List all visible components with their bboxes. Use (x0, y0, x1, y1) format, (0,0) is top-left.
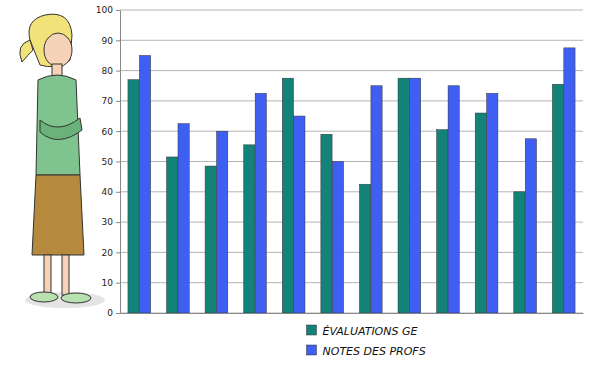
figure-face (44, 33, 72, 67)
grid-line (120, 10, 583, 11)
y-tick-mark (116, 222, 120, 223)
y-tick-mark (116, 192, 120, 193)
chart: 0 10 20 30 40 50 60 70 80 90 100 ÉVALUATIONS GE NOTE… (0, 0, 600, 371)
bar (359, 184, 370, 313)
bar (139, 55, 150, 313)
figure-shoe (30, 292, 58, 302)
series (128, 78, 564, 313)
bar (128, 80, 139, 313)
legend-item: ÉVALUATIONS GE (307, 325, 418, 338)
y-axis: 0 10 20 30 40 50 60 70 80 90 100 (96, 5, 121, 318)
figure-leg (62, 255, 69, 295)
y-tick-label: 60 (102, 127, 114, 137)
bar (178, 124, 189, 313)
bar (255, 93, 266, 313)
legend-swatch (307, 325, 317, 335)
bar (552, 84, 563, 313)
y-tick: 100 (96, 5, 120, 15)
bars (128, 48, 575, 313)
y-tick-label: 90 (102, 36, 114, 46)
figure-ponytail (20, 40, 33, 62)
plot: 0 10 20 30 40 50 60 70 80 90 100 (96, 5, 584, 318)
bar (217, 131, 228, 313)
legend: ÉVALUATIONS GE NOTES DES PROFS (307, 325, 426, 358)
y-tick-mark (116, 40, 120, 41)
y-tick-mark (116, 283, 120, 284)
bar (371, 86, 382, 313)
bar (244, 145, 255, 313)
figure-arms (40, 118, 82, 140)
y-tick-label: 50 (102, 157, 114, 167)
grid-line (120, 40, 583, 41)
figure-skirt (32, 175, 84, 255)
y-tick-mark (116, 162, 120, 163)
bar (398, 78, 409, 313)
grid-line (120, 70, 583, 71)
bar (514, 192, 525, 313)
y-tick-label: 100 (96, 5, 113, 15)
y-tick-label: 20 (102, 248, 114, 258)
y-tick: 60 (102, 127, 120, 137)
y-tick-mark (116, 313, 120, 314)
bar (205, 166, 216, 313)
y-tick: 20 (102, 248, 120, 258)
legend-label: ÉVALUATIONS GE (323, 325, 418, 338)
bar (167, 157, 178, 313)
figure-shoe (61, 293, 91, 303)
series (139, 48, 575, 313)
bar (294, 116, 305, 313)
y-tick: 50 (102, 157, 120, 167)
bar (321, 134, 332, 313)
y-tick-mark (116, 252, 120, 253)
y-tick: 80 (102, 66, 120, 76)
y-tick: 30 (102, 217, 120, 227)
legend-label: NOTES DES PROFS (323, 345, 426, 358)
x-axis-line (121, 313, 584, 314)
y-tick-label: 30 (102, 217, 114, 227)
grid-line (120, 100, 583, 101)
bar (525, 139, 536, 313)
y-tick: 90 (102, 36, 120, 46)
bar (475, 113, 486, 313)
bar (437, 130, 448, 313)
y-tick-mark (116, 10, 120, 11)
figure-hair (29, 14, 72, 66)
y-tick-mark (116, 131, 120, 132)
y-tick-label: 0 (107, 308, 113, 318)
illustration (20, 14, 105, 308)
y-tick-mark (116, 71, 120, 72)
figure-shadow (25, 292, 105, 308)
bar (448, 86, 459, 313)
figure-leg (44, 255, 51, 295)
figure-neck (52, 64, 62, 76)
grid (120, 10, 583, 313)
legend-swatch (307, 345, 317, 355)
bar (564, 48, 575, 313)
y-tick-label: 40 (102, 187, 114, 197)
legend-item: NOTES DES PROFS (307, 345, 426, 358)
bar (487, 93, 498, 313)
bar (332, 162, 343, 314)
y-tick: 10 (102, 278, 120, 288)
y-tick-mark (116, 101, 120, 102)
y-tick-label: 10 (102, 278, 114, 288)
bar (409, 78, 420, 313)
y-tick: 40 (102, 187, 120, 197)
y-tick-label: 80 (102, 66, 114, 76)
y-tick: 70 (102, 96, 120, 106)
y-tick-label: 70 (102, 96, 114, 106)
y-axis-line (116, 11, 121, 314)
bar (282, 78, 293, 313)
y-tick: 0 (107, 308, 120, 318)
